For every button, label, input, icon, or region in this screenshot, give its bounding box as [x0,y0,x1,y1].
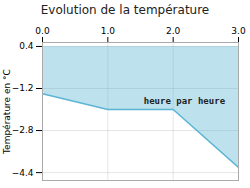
svg-text:Température en °C: Température en °C [2,69,12,155]
html-text:Evolution de la température: Evolution de la température [40,3,210,17]
svg-text:1.0: 1.0 [101,26,116,36]
svg-text:heure par heure: heure par heure [144,96,226,106]
svg-text:−4.4: −4.4 [12,167,34,177]
svg-text:0.4: 0.4 [19,41,34,51]
svg-text:2.0: 2.0 [166,26,181,36]
svg-text:−2.8: −2.8 [12,125,34,135]
svg-text:0.0: 0.0 [35,26,50,36]
svg-text:−1.2: −1.2 [12,83,34,93]
svg-text:3.0: 3.0 [231,26,246,36]
